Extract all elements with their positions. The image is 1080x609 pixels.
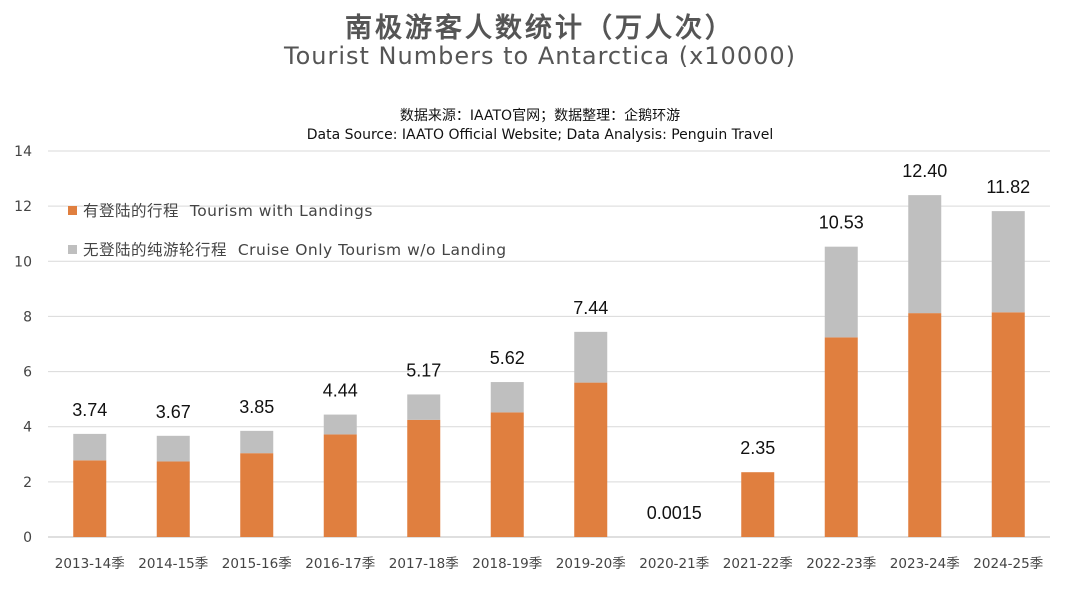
total-label: 12.40 (902, 161, 947, 181)
x-tick-label: 2014-15季 (138, 556, 208, 572)
bar-cruise-only (323, 414, 357, 435)
data-source-zh: 数据来源：IAATO官网；数据整理：企鹅环游 (399, 108, 681, 124)
x-tick-label: 2024-25季 (973, 556, 1043, 572)
chart-title-en: Tourist Numbers to Antarctica (x10000) (284, 42, 796, 70)
legend-item-landings: 有登陆的行程 Tourism with Landings (68, 200, 507, 220)
legend: 有登陆的行程 Tourism with Landings 无登陆的纯游轮行程 C… (68, 200, 507, 278)
total-label: 11.82 (986, 177, 1030, 197)
bar-landings (824, 337, 858, 537)
total-label: 2.35 (740, 438, 775, 458)
bar-cruise-only (490, 382, 524, 413)
y-tick-label: 0 (23, 530, 32, 546)
x-tick-label: 2015-16季 (222, 556, 292, 572)
gridlines (48, 150, 1050, 538)
bars (73, 195, 1025, 537)
bar-landings (156, 461, 190, 537)
bar-landings (908, 313, 942, 537)
y-tick-label: 4 (23, 420, 32, 436)
y-tick-label: 6 (23, 365, 32, 381)
bar-cruise-only (908, 195, 942, 314)
x-tick-label: 2022-23季 (806, 556, 876, 572)
total-label: 3.85 (239, 397, 274, 417)
labels: 0 2 4 6 8 10 12 14 3.74 2013-14季 3.67 2014-15季 3.85 2… (14, 144, 1043, 572)
total-label: 3.67 (156, 402, 191, 422)
total-label: 3.74 (72, 400, 107, 420)
y-tick-label: 2 (23, 475, 32, 491)
legend-label-cruise-only: 无登陆的纯游轮行程 Cruise Only Tourism w/o Landin… (83, 241, 507, 259)
bar-landings (574, 382, 608, 537)
total-label: 5.17 (406, 360, 441, 380)
data-source-en: Data Source: IAATO Official Website; Dat… (306, 127, 774, 143)
bar-cruise-only (73, 433, 107, 461)
x-tick-label: 2018-19季 (472, 556, 542, 572)
total-label: 4.44 (323, 381, 358, 401)
x-tick-label: 2020-21季 (639, 556, 709, 572)
legend-swatch-cruise-only (68, 244, 77, 254)
legend-item-cruise-only: 无登陆的纯游轮行程 Cruise Only Tourism w/o Landin… (68, 239, 507, 259)
bar-cruise-only (240, 430, 274, 454)
bar-landings (741, 472, 775, 537)
x-tick-label: 2017-18季 (389, 556, 459, 572)
bar-cruise-only (156, 435, 190, 462)
bar-landings (991, 312, 1025, 537)
y-tick-label: 8 (23, 309, 32, 325)
x-tick-label: 2019-20季 (556, 556, 626, 572)
total-label: 10.53 (819, 213, 864, 233)
bar-landings (407, 419, 441, 537)
chart-title-zh: 南极游客人数统计（万人次） (345, 13, 735, 44)
total-label: 5.62 (490, 348, 525, 368)
bar-cruise-only (574, 331, 608, 383)
total-label: 0.0015 (647, 503, 702, 523)
total-label: 7.44 (573, 298, 608, 318)
bar-landings (73, 460, 107, 537)
bar-cruise-only (824, 246, 858, 338)
bar-landings (240, 453, 274, 537)
bar-landings (323, 434, 357, 537)
bar-landings (490, 412, 524, 537)
x-tick-label: 2021-22季 (723, 556, 793, 572)
x-tick-label: 2016-17季 (305, 556, 375, 572)
y-tick-label: 14 (14, 144, 32, 160)
y-tick-label: 10 (14, 254, 32, 270)
bar-cruise-only (991, 211, 1025, 313)
x-tick-label: 2023-24季 (890, 556, 960, 572)
bar-cruise-only (407, 394, 441, 420)
x-tick-label: 2013-14季 (55, 556, 125, 572)
legend-swatch-landings (68, 205, 77, 215)
y-tick-label: 12 (14, 199, 32, 215)
legend-label-landings: 有登陆的行程 Tourism with Landings (83, 202, 373, 220)
